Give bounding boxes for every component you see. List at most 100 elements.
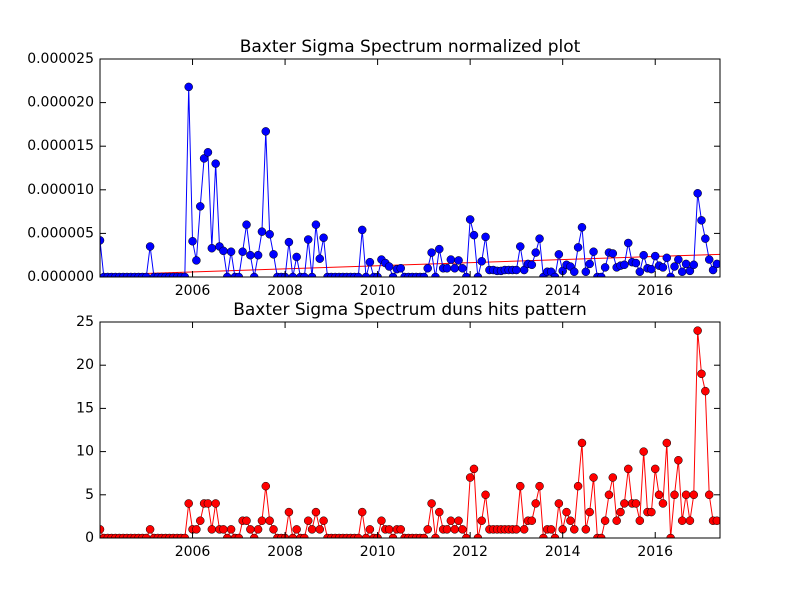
data-point	[585, 259, 594, 269]
data-point	[211, 499, 220, 508]
data-point	[145, 525, 155, 534]
chart-title: Baxter Sigma Spectrum duns hits pattern	[233, 300, 587, 320]
data-point	[616, 507, 625, 517]
data-point	[527, 516, 537, 525]
data-point	[145, 242, 155, 251]
data-point	[562, 507, 571, 517]
data-point	[311, 220, 321, 229]
data-point	[516, 242, 525, 251]
data-point	[566, 516, 575, 525]
data-point	[226, 247, 236, 256]
data-point	[269, 250, 278, 259]
data-point	[554, 499, 564, 508]
data-point	[319, 516, 328, 525]
data-point	[685, 266, 695, 276]
data-point	[319, 233, 328, 243]
data-point	[427, 499, 436, 508]
data-point	[100, 525, 105, 534]
y-tick-label: 5	[85, 487, 94, 503]
data-point	[242, 516, 251, 525]
data-point	[303, 235, 313, 244]
data-point	[670, 490, 679, 500]
data-point	[550, 533, 560, 538]
data-point	[196, 516, 205, 525]
data-point	[589, 247, 598, 256]
data-point	[697, 216, 706, 225]
data-point	[300, 272, 309, 277]
data-point	[442, 525, 452, 534]
data-point	[423, 525, 432, 534]
plot-frame	[99, 58, 721, 278]
data-point	[446, 516, 456, 525]
data-point	[612, 516, 621, 525]
data-point	[465, 215, 475, 224]
data-point	[357, 507, 367, 517]
data-point	[442, 264, 452, 273]
data-point	[712, 259, 720, 269]
data-point	[377, 516, 386, 525]
data-point	[396, 264, 405, 273]
data-point	[396, 525, 405, 534]
data-point	[596, 272, 606, 277]
data-point	[608, 249, 618, 258]
data-point	[647, 507, 656, 517]
data-point	[388, 272, 398, 277]
x-tick-label: 2016	[637, 544, 673, 560]
data-point	[631, 258, 641, 268]
data-point	[246, 250, 255, 260]
data-point	[693, 189, 702, 198]
data-point	[454, 516, 463, 525]
data-point	[207, 525, 217, 534]
data-point	[539, 533, 548, 538]
series-line	[100, 86, 718, 277]
data-point	[550, 272, 560, 277]
data-point	[670, 262, 679, 271]
data-point	[701, 234, 710, 243]
data-point	[311, 507, 321, 517]
data-point	[458, 264, 467, 273]
plot-content	[100, 82, 720, 277]
data-point	[203, 148, 213, 157]
data-point	[658, 263, 668, 272]
data-point	[450, 264, 459, 273]
data-point	[427, 248, 436, 257]
data-point	[589, 473, 598, 482]
data-point	[554, 250, 564, 259]
data-point	[662, 438, 672, 448]
data-point	[365, 257, 375, 267]
data-point	[100, 236, 105, 245]
y-tick-label: 0.000010	[27, 182, 94, 198]
data-point	[431, 533, 440, 538]
data-point	[257, 516, 267, 525]
data-point	[142, 533, 151, 538]
data-point	[184, 82, 193, 92]
data-point	[454, 256, 463, 265]
data-point	[512, 265, 521, 275]
data-point	[704, 255, 714, 264]
data-point	[677, 516, 687, 525]
data-point	[620, 260, 629, 270]
data-point	[315, 254, 325, 263]
data-point	[249, 533, 259, 538]
data-point	[477, 516, 486, 525]
y-tick-label: 0.000020	[27, 95, 94, 111]
data-point	[516, 481, 525, 491]
data-point	[354, 272, 363, 277]
data-point	[701, 386, 710, 396]
data-point	[458, 525, 467, 534]
data-point	[681, 490, 691, 500]
data-point	[650, 251, 660, 261]
data-point	[354, 533, 363, 538]
data-point	[681, 259, 691, 269]
data-point	[535, 481, 544, 491]
data-point	[462, 533, 471, 538]
data-point	[446, 255, 456, 264]
data-point	[300, 533, 309, 538]
data-point	[361, 533, 371, 538]
data-point	[234, 533, 244, 538]
data-point	[249, 272, 259, 277]
data-point	[666, 533, 675, 538]
data-point	[704, 490, 714, 500]
series-line	[100, 330, 717, 538]
